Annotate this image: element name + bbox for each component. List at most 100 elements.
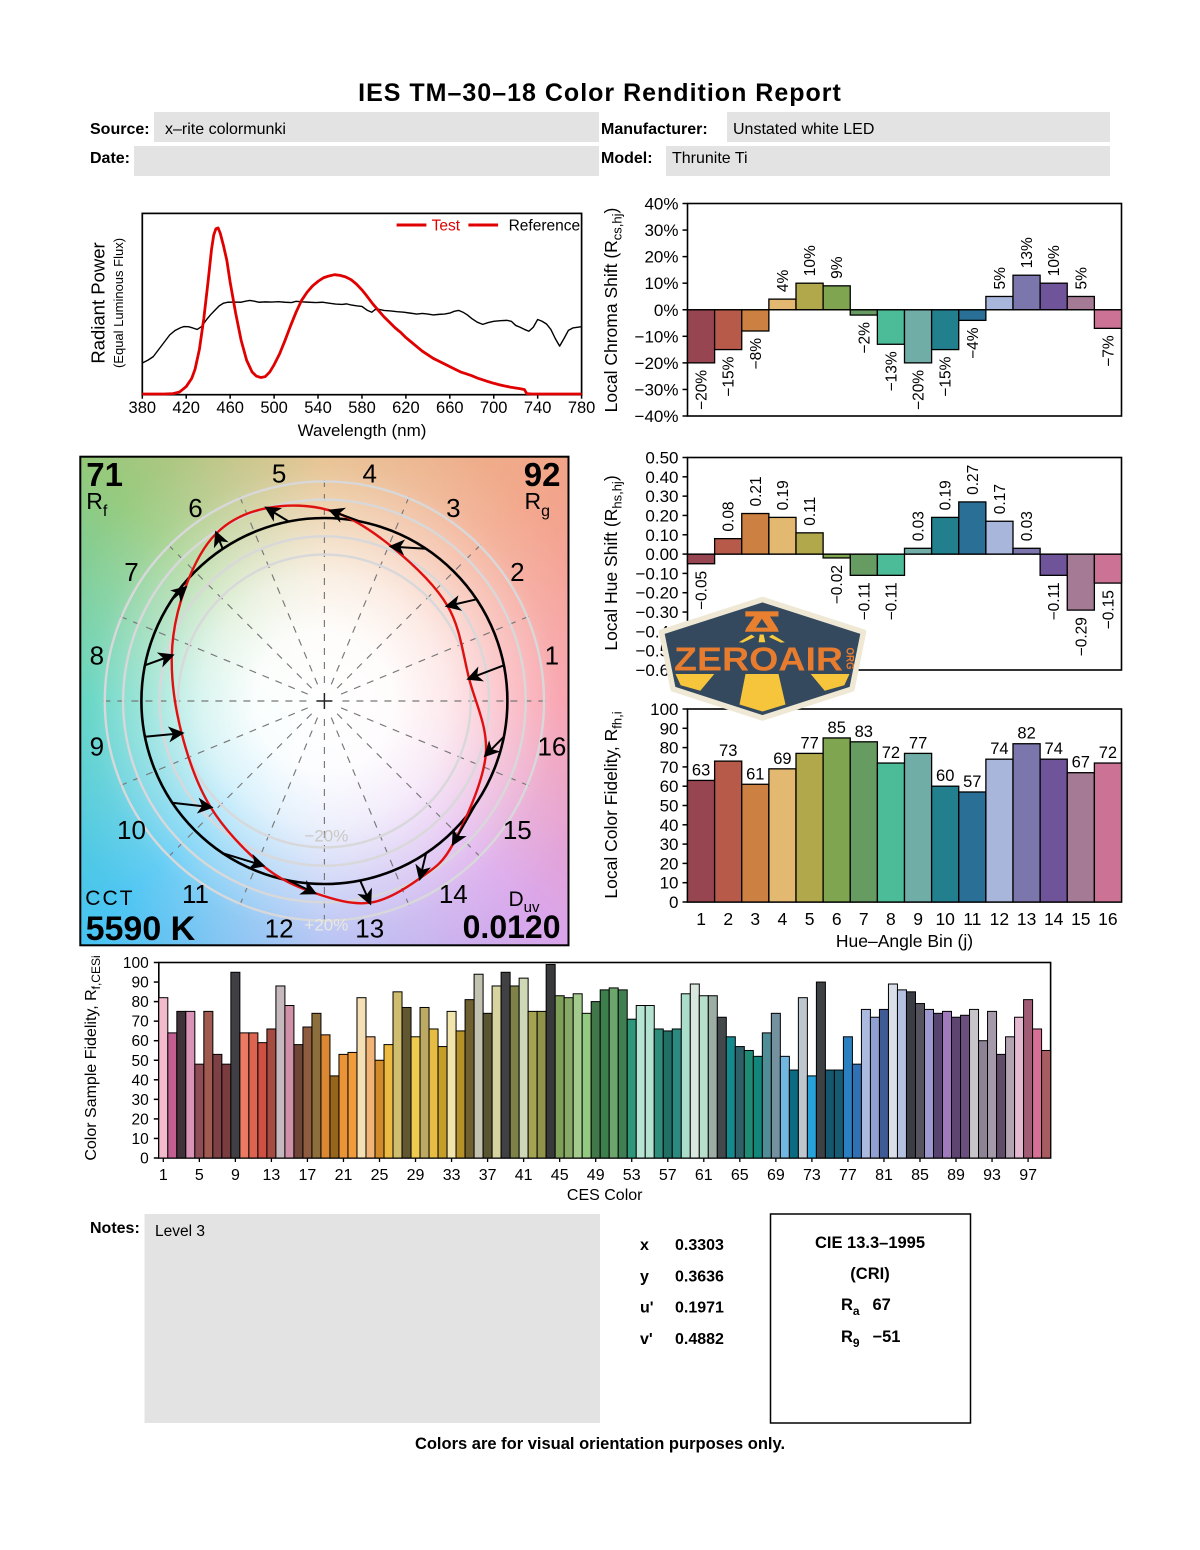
svg-text:81: 81: [875, 1167, 893, 1184]
svg-text:74: 74: [1045, 740, 1063, 758]
svg-text:−8%: −8%: [748, 338, 765, 370]
svg-text:16: 16: [537, 731, 566, 761]
svg-text:8: 8: [886, 909, 896, 929]
svg-text:580: 580: [348, 399, 376, 417]
svg-text:3: 3: [446, 493, 460, 523]
svg-text:ORG: ORG: [844, 648, 856, 670]
svg-text:57: 57: [659, 1167, 677, 1184]
svg-text:420: 420: [172, 399, 200, 417]
svg-text:65: 65: [731, 1167, 749, 1184]
svg-text:3: 3: [750, 909, 760, 929]
svg-text:12: 12: [990, 909, 1009, 929]
svg-text:540: 540: [304, 399, 332, 417]
svg-text:40%: 40%: [644, 195, 678, 214]
svg-text:77: 77: [839, 1167, 857, 1184]
svg-text:14: 14: [439, 879, 468, 909]
svg-text:71: 71: [86, 456, 123, 493]
svg-text:60: 60: [660, 777, 679, 796]
svg-text:−15%: −15%: [938, 356, 955, 396]
svg-text:780: 780: [568, 399, 596, 417]
svg-text:−4%: −4%: [965, 327, 982, 359]
svg-text:49: 49: [587, 1167, 605, 1184]
svg-text:5%: 5%: [1073, 267, 1090, 290]
svg-text:IES TM–30–18 Color Rendition R: IES TM–30–18 Color Rendition Report: [358, 79, 842, 107]
svg-text:u': u': [640, 1300, 654, 1317]
svg-text:11: 11: [182, 879, 209, 909]
svg-text:9: 9: [913, 909, 923, 929]
svg-text:0.40: 0.40: [645, 468, 678, 487]
svg-text:8: 8: [90, 641, 104, 671]
svg-text:93: 93: [983, 1167, 1001, 1184]
svg-text:7: 7: [124, 557, 138, 587]
svg-text:10: 10: [660, 874, 679, 893]
svg-text:0.21: 0.21: [748, 476, 765, 506]
svg-text:740: 740: [524, 399, 552, 417]
svg-text:−0.29: −0.29: [1073, 617, 1090, 656]
svg-text:−0.05: −0.05: [694, 571, 711, 610]
svg-text:0.3303: 0.3303: [675, 1237, 724, 1254]
svg-text:0.3636: 0.3636: [675, 1268, 724, 1285]
svg-text:−0.30: −0.30: [635, 603, 678, 622]
svg-text:82: 82: [1017, 725, 1035, 743]
svg-text:(Equal Luminous Flux): (Equal Luminous Flux): [111, 238, 126, 368]
svg-text:77: 77: [909, 734, 927, 752]
svg-text:1: 1: [159, 1167, 168, 1184]
svg-text:v': v': [640, 1331, 653, 1348]
svg-text:−7%: −7%: [1100, 335, 1117, 367]
svg-text:41: 41: [515, 1167, 533, 1184]
svg-text:−30%: −30%: [635, 380, 679, 399]
svg-text:61: 61: [695, 1167, 713, 1184]
svg-text:Level 3: Level 3: [155, 1223, 205, 1240]
svg-text:Colors are for visual orientat: Colors are for visual orientation purpos…: [415, 1435, 785, 1453]
svg-text:ZEROAIR: ZEROAIR: [674, 642, 843, 679]
svg-text:61: 61: [746, 765, 764, 783]
svg-text:1: 1: [545, 641, 559, 671]
svg-text:1: 1: [696, 909, 706, 929]
svg-text:Reference: Reference: [509, 218, 581, 235]
svg-text:45: 45: [551, 1167, 569, 1184]
svg-text:57: 57: [963, 773, 981, 791]
svg-text:+20%: +20%: [304, 916, 348, 935]
svg-text:−0.15: −0.15: [1100, 590, 1117, 629]
svg-text:−20%: −20%: [911, 370, 928, 410]
svg-text:77: 77: [800, 734, 818, 752]
svg-text:0.00: 0.00: [645, 545, 678, 564]
svg-text:460: 460: [216, 399, 244, 417]
svg-text:10: 10: [132, 1131, 150, 1148]
svg-text:5: 5: [195, 1167, 204, 1184]
svg-text:Source:: Source:: [90, 121, 150, 138]
svg-text:16: 16: [1098, 909, 1117, 929]
svg-text:53: 53: [623, 1167, 641, 1184]
svg-text:30: 30: [132, 1092, 150, 1109]
svg-text:Manufacturer:: Manufacturer:: [601, 121, 708, 138]
svg-text:6: 6: [832, 909, 842, 929]
svg-text:Model:: Model:: [601, 150, 653, 167]
svg-text:10%: 10%: [644, 274, 678, 293]
svg-text:67: 67: [1072, 754, 1090, 772]
svg-text:y: y: [640, 1268, 649, 1285]
svg-text:85: 85: [828, 719, 846, 737]
svg-text:CCT: CCT: [85, 887, 134, 910]
svg-text:0.03: 0.03: [1019, 511, 1036, 541]
svg-text:10%: 10%: [802, 245, 819, 276]
svg-text:60: 60: [936, 767, 954, 785]
svg-text:83: 83: [855, 723, 873, 741]
svg-text:0.50: 0.50: [645, 449, 678, 468]
svg-text:2: 2: [510, 557, 524, 587]
svg-text:72: 72: [1099, 744, 1117, 762]
svg-text:380: 380: [129, 399, 157, 417]
svg-text:Date:: Date:: [90, 150, 130, 167]
svg-text:4: 4: [778, 909, 788, 929]
svg-text:−20%: −20%: [635, 354, 679, 373]
svg-text:Notes:: Notes:: [90, 1220, 140, 1237]
svg-text:−0.20: −0.20: [635, 584, 678, 603]
svg-text:Hue–Angle Bin (j): Hue–Angle Bin (j): [836, 931, 973, 951]
svg-text:0.30: 0.30: [645, 487, 678, 506]
svg-text:x: x: [640, 1237, 649, 1254]
svg-text:7: 7: [859, 909, 869, 929]
svg-text:13%: 13%: [1019, 237, 1036, 268]
svg-text:0.1971: 0.1971: [675, 1300, 724, 1317]
svg-text:0.20: 0.20: [645, 507, 678, 526]
svg-text:0.0120: 0.0120: [463, 909, 561, 945]
svg-text:0.19: 0.19: [938, 480, 955, 510]
